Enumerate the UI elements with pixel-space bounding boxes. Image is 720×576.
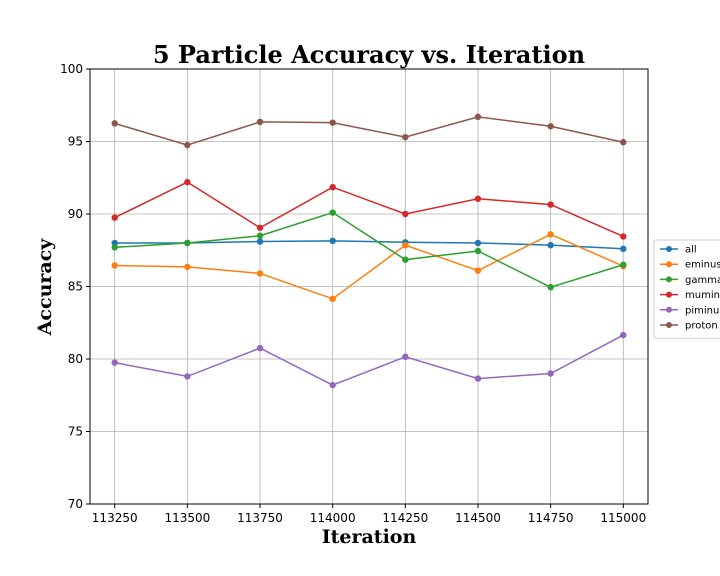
x-tick-label: 113250 <box>92 511 138 525</box>
x-tick-label: 113750 <box>237 511 283 525</box>
legend-marker-piminus <box>666 306 672 313</box>
data-point-gamma <box>474 247 482 255</box>
series-line-piminus <box>114 334 624 386</box>
legend-label-piminus: piminus <box>685 305 720 316</box>
legend-marker-proton <box>666 322 672 328</box>
x-tick-label: 114250 <box>382 511 428 525</box>
data-point-all <box>547 241 554 249</box>
data-point-all <box>474 239 482 247</box>
chart-title: 5 Particle Accuracy vs. Iteration <box>153 40 585 69</box>
y-tick-label: 80 <box>68 352 83 366</box>
data-point-eminus <box>474 267 482 274</box>
y-axis-label: Accuracy <box>34 238 56 337</box>
legend-label-gamma: gamma <box>685 275 720 286</box>
legend-label-eminus: eminus <box>685 260 720 271</box>
legend-marker-gamma <box>666 276 672 283</box>
data-point-proton <box>329 119 336 126</box>
data-point-proton <box>256 118 264 126</box>
data-point-piminus <box>474 375 482 382</box>
data-point-gamma <box>111 244 118 251</box>
x-tick-label: 114500 <box>455 511 501 525</box>
legend: all eminus gamma muminus piminus proton <box>653 239 720 339</box>
data-point-all <box>256 238 264 245</box>
legend-label-muminus: muminus <box>685 290 720 301</box>
series-line-muminus <box>114 181 624 238</box>
series-line-eminus <box>114 233 624 300</box>
data-point-eminus <box>256 270 264 277</box>
data-point-all <box>620 245 627 252</box>
data-point-muminus <box>256 224 264 231</box>
data-point-gamma <box>329 209 336 216</box>
data-point-muminus <box>111 214 118 221</box>
legend-marker-muminus <box>666 291 672 298</box>
data-point-proton <box>474 113 482 121</box>
series-line-gamma <box>114 211 624 289</box>
data-point-piminus <box>329 381 336 389</box>
y-tick-label: 70 <box>68 497 83 511</box>
data-point-piminus <box>620 331 627 339</box>
legend-marker-eminus <box>666 261 672 268</box>
series-line-all <box>114 240 624 250</box>
x-tick-label: 114000 <box>310 511 356 525</box>
data-point-piminus <box>184 373 191 380</box>
legend-label-all: all <box>685 245 697 256</box>
series-lines <box>111 113 627 389</box>
x-tick-label: 115000 <box>600 511 646 525</box>
x-tick-label: 113500 <box>164 511 210 525</box>
y-tick-label: 85 <box>68 280 83 294</box>
data-point-proton <box>184 141 191 149</box>
series-line-proton <box>114 116 624 146</box>
data-point-eminus <box>547 231 554 238</box>
data-point-muminus <box>547 201 554 208</box>
x-axis-label: Iteration <box>322 526 417 548</box>
legend-marker-all <box>666 246 672 252</box>
legend-label-proton: proton <box>685 321 718 332</box>
data-point-muminus <box>620 233 627 240</box>
data-point-piminus <box>111 359 118 366</box>
data-point-gamma <box>402 256 409 263</box>
data-point-eminus <box>329 295 336 303</box>
data-point-eminus <box>111 262 118 269</box>
data-point-muminus <box>329 183 336 191</box>
x-tick-label: 114750 <box>528 511 574 525</box>
data-point-piminus <box>547 370 554 377</box>
data-point-proton <box>547 123 554 130</box>
data-point-piminus <box>256 344 264 352</box>
y-tick-label: 100 <box>60 62 83 76</box>
data-point-gamma <box>620 261 627 268</box>
data-point-gamma <box>547 284 554 291</box>
data-point-eminus <box>184 263 191 271</box>
data-point-gamma <box>256 232 264 239</box>
axis-ticks: 70 75 80 85 90 95 100 113250 113500 113750 114000 1… <box>60 62 646 525</box>
data-point-muminus <box>184 178 191 186</box>
data-point-gamma <box>184 239 191 247</box>
data-point-muminus <box>402 210 409 218</box>
data-point-proton <box>620 139 627 146</box>
data-point-proton <box>111 120 118 127</box>
grid-lines <box>90 68 648 505</box>
data-point-muminus <box>474 195 482 202</box>
y-tick-label: 75 <box>68 425 83 439</box>
data-point-eminus <box>402 241 409 249</box>
y-tick-label: 95 <box>68 135 83 149</box>
data-point-all <box>329 237 336 245</box>
data-point-piminus <box>402 353 409 361</box>
data-point-proton <box>402 133 409 141</box>
y-tick-label: 90 <box>68 207 83 221</box>
